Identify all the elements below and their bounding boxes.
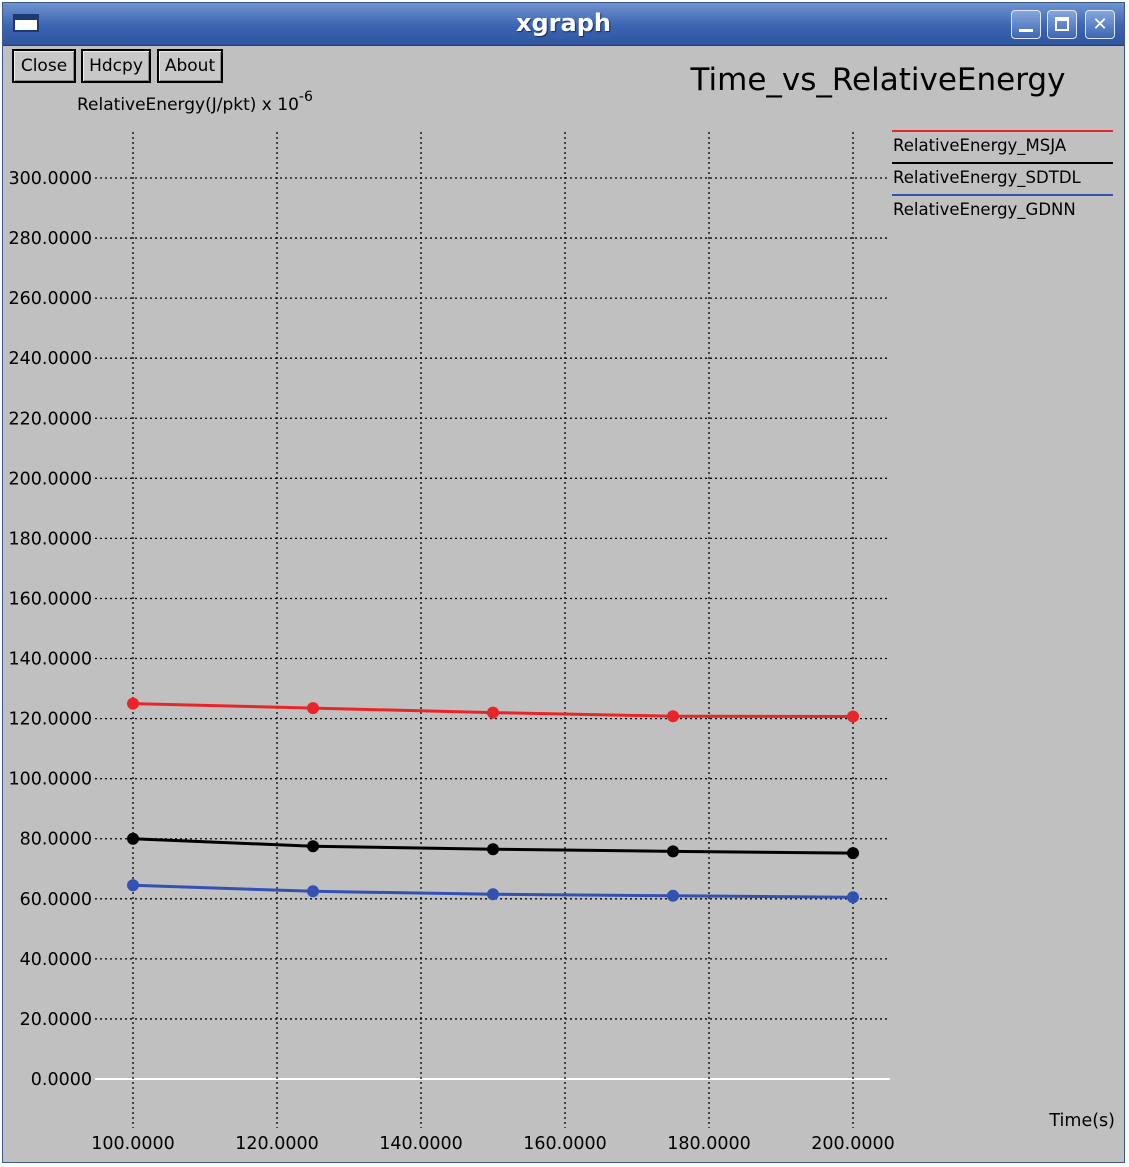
title-bar[interactable]: xgraph ✕ — [3, 3, 1124, 46]
x-tick-label: 140.0000 — [379, 1134, 463, 1154]
y-tick-label: 0.0000 — [31, 1070, 92, 1090]
y-tick-label: 240.0000 — [8, 349, 92, 369]
hdcpy-button[interactable]: Hdcpy — [81, 49, 151, 83]
series-group — [127, 697, 859, 904]
x-tick-label: 120.0000 — [235, 1134, 319, 1154]
close-button[interactable]: Close — [12, 49, 76, 83]
y-tick-label: 60.0000 — [20, 890, 92, 910]
data-point — [307, 885, 319, 898]
grid: 0.0000 20.0000 40.0000 60.0000 80.0000 100.00… — [8, 132, 895, 1154]
y-tick-label: 180.0000 — [8, 529, 92, 549]
legend: RelativeEnergy_MSJA RelativeEnergy_SDTDL R… — [892, 130, 1113, 220]
maximize-button[interactable] — [1047, 10, 1077, 39]
x-axis-label: Time(s) — [1048, 1111, 1115, 1131]
y-tick-label: 200.0000 — [8, 469, 92, 489]
data-point — [487, 706, 499, 719]
chart-title: Time_vs_RelativeEnergy — [690, 62, 1066, 98]
y-axis-label-text: RelativeEnergy(J/pkt) x 10 — [77, 95, 299, 115]
legend-entry: RelativeEnergy_GDNN — [893, 200, 1076, 220]
y-tick-label: 260.0000 — [8, 289, 92, 309]
y-axis-label-exponent: -6 — [299, 89, 313, 105]
close-window-button[interactable]: ✕ — [1085, 10, 1115, 39]
y-tick-label: 20.0000 — [20, 1010, 92, 1030]
y-tick-label: 120.0000 — [8, 710, 92, 730]
data-point — [487, 843, 499, 856]
about-button[interactable]: About — [157, 49, 223, 83]
y-tick-label: 80.0000 — [20, 830, 92, 850]
minimize-icon — [1019, 29, 1033, 32]
y-tick-label: 100.0000 — [8, 770, 92, 790]
data-point — [307, 702, 319, 715]
y-tick-label: 40.0000 — [20, 950, 92, 970]
y-tick-label: 220.0000 — [8, 409, 92, 429]
data-point — [667, 710, 679, 723]
maximize-icon — [1055, 17, 1069, 31]
x-tick-label: 160.0000 — [523, 1134, 607, 1154]
data-point — [127, 697, 139, 710]
x-tick-label: 100.0000 — [91, 1134, 175, 1154]
y-axis-label: RelativeEnergy(J/pkt) x 10-6 — [77, 89, 313, 115]
data-point — [127, 832, 139, 845]
minimize-button[interactable] — [1011, 10, 1041, 39]
data-point — [487, 888, 499, 901]
legend-entry: RelativeEnergy_SDTDL — [893, 168, 1082, 188]
data-point — [847, 710, 859, 723]
y-tick-label: 280.0000 — [8, 229, 92, 249]
data-point — [667, 889, 679, 902]
data-point — [847, 847, 859, 860]
y-tick-label: 140.0000 — [8, 650, 92, 670]
window-menu-icon[interactable] — [13, 14, 39, 32]
legend-entry: RelativeEnergy_MSJA — [893, 136, 1067, 156]
x-tick-label: 180.0000 — [667, 1134, 751, 1154]
data-point — [307, 840, 319, 853]
y-tick-label: 160.0000 — [8, 589, 92, 609]
close-icon: ✕ — [1092, 14, 1108, 35]
y-tick-label: 300.0000 — [8, 169, 92, 189]
window-title: xgraph — [516, 9, 611, 37]
x-tick-label: 200.0000 — [811, 1134, 895, 1154]
data-point — [847, 891, 859, 904]
data-point — [127, 879, 139, 892]
data-point — [667, 845, 679, 858]
